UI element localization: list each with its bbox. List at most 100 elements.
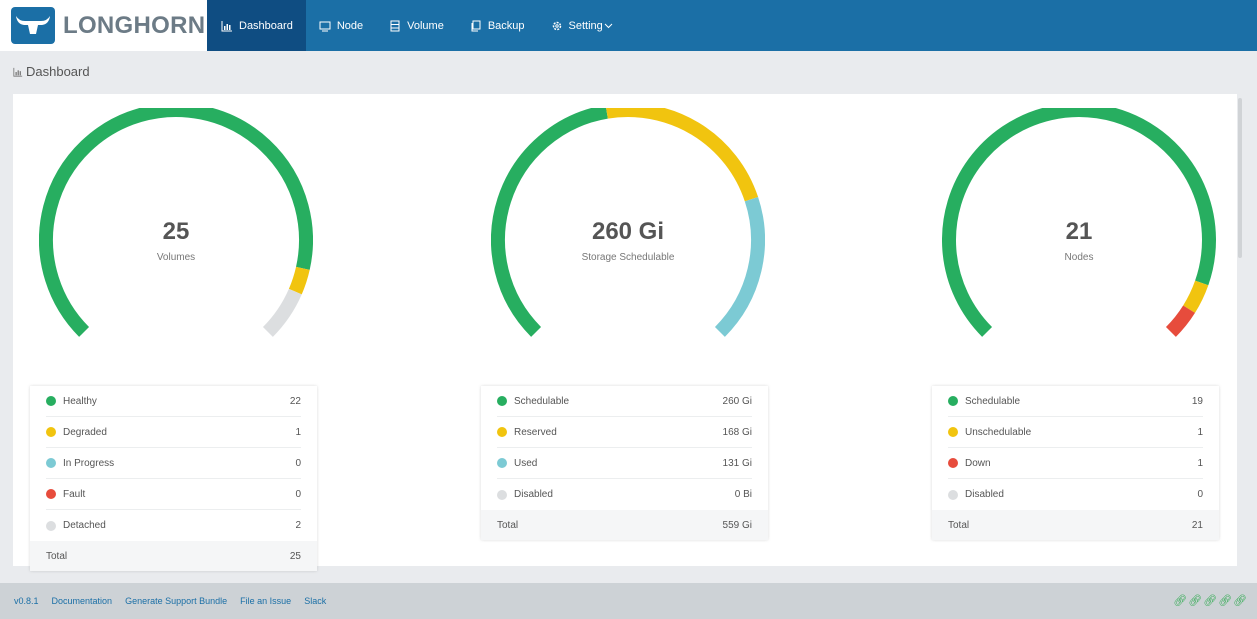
legend-row-disabled[interactable]: Disabled 0 Bi [497,479,752,510]
legend-value: 22 [289,395,301,407]
documentation-link[interactable]: Documentation [51,596,113,606]
nav-setting[interactable]: Setting [538,0,626,51]
gauge-segment [39,108,313,337]
legend-row-reserved[interactable]: Reserved 168 Gi [497,417,752,448]
nav-dashboard[interactable]: Dashboard [207,0,306,51]
page-title: Dashboard [13,64,90,79]
legend-row-fault[interactable]: Fault 0 [46,479,301,510]
nodes-gauge[interactable]: 21 Nodes [942,108,1216,348]
slack-link[interactable]: Slack [304,596,327,606]
status-dot [948,427,958,437]
legend-label: Degraded [63,426,107,438]
nav-setting-label: Setting [568,19,603,32]
legend-row-schedulable[interactable]: Schedulable 260 Gi [497,386,752,417]
logo[interactable]: LONGHORN [0,0,207,51]
legend-label: Schedulable [514,395,570,407]
legend-label: Healthy [63,395,97,407]
legend-row-healthy[interactable]: Healthy 22 [46,386,301,417]
gauge-segment [1165,305,1196,337]
chevron-down-icon [604,23,613,29]
version-link[interactable]: v0.8.1 [14,596,39,606]
gauge-segment [288,266,310,295]
nav-node[interactable]: Node [306,0,376,51]
gauge-value: 21 [1065,218,1093,245]
legend-value: 19 [1191,395,1203,407]
legend-value: 2 [295,520,301,531]
legend-total-value: 21 [1191,519,1203,531]
link-icon: 🔗︎ [1233,595,1247,607]
legend-row-in-progress[interactable]: In Progress 0 [46,448,301,479]
legend-label: Fault [63,488,86,500]
gauge-segment [262,288,302,337]
legend-value: 0 Bi [734,489,752,500]
nav-volume-label: Volume [407,19,444,32]
longhorn-logo-icon [11,7,55,44]
legend-label: Down [965,457,991,469]
legend-row-schedulable[interactable]: Schedulable 19 [948,386,1203,417]
app-name: LONGHORN [63,12,206,39]
gauge-segment [606,108,759,202]
file-issue-link[interactable]: File an Issue [240,596,292,606]
legend-value: 1 [1197,457,1203,469]
page-title-text: Dashboard [26,64,90,79]
legend-row-down[interactable]: Down 1 [948,448,1203,479]
legend-label: In Progress [63,457,115,469]
gauge-segment [1183,280,1209,313]
status-dot [46,489,56,499]
support-bundle-link[interactable]: Generate Support Bundle [125,596,228,606]
legend-row-used[interactable]: Used 131 Gi [497,448,752,479]
nav-backup[interactable]: Backup [457,0,538,51]
connection-status: 🔗︎ 🔗︎ 🔗︎ 🔗︎ 🔗︎ [1172,594,1247,607]
legend-total-row: Total 559 Gi [481,510,768,540]
legend-value: 0 [295,457,301,469]
status-dot [497,396,507,406]
legend-total-row: Total 21 [932,510,1219,540]
status-dot [46,458,56,468]
status-dot [948,396,958,406]
legend-total-label: Total [948,519,970,531]
monitor-icon [319,21,331,31]
legend-value: 1 [295,426,301,438]
legend-total-label: Total [46,550,68,562]
legend-value: 168 Gi [722,426,752,438]
legend-value: 0 [295,488,301,500]
legend-label: Reserved [514,426,557,438]
legend-row-detached[interactable]: Detached 2 [46,510,301,541]
status-dot [46,520,56,531]
chart-icon [221,20,232,31]
gauge-label: Storage Schedulable [581,252,675,263]
chart-icon [13,67,23,77]
link-icon: 🔗︎ [1203,595,1218,607]
nav-dashboard-label: Dashboard [239,19,293,32]
gauge-value: 25 [162,218,190,245]
link-icon: 🔗︎ [1188,595,1203,607]
legend-label: Detached [63,520,106,531]
legend-value: 1 [1197,426,1203,438]
nav-volume[interactable]: Volume [376,0,457,51]
status-dot [497,489,507,500]
legend-row-degraded[interactable]: Degraded 1 [46,417,301,448]
link-icon: 🔗︎ [1218,595,1233,607]
legend-row-disabled[interactable]: Disabled 0 [948,479,1203,510]
storage-gauge[interactable]: 260 Gi Storage Schedulable [491,108,765,348]
legend-label: Unschedulable [965,426,1032,438]
legend-label: Disabled [514,489,553,500]
link-icon: 🔗︎ [1173,595,1188,607]
nav-node-label: Node [336,19,364,32]
legend-value: 131 Gi [722,457,752,469]
status-dot [46,396,56,406]
volumes-gauge[interactable]: 25 Volumes [39,108,313,348]
gauge-label: Nodes [1064,252,1094,263]
gauge-label: Volumes [156,252,196,263]
status-dot [497,458,507,468]
status-dot [948,458,958,468]
nodes-legend: Schedulable 19 Unschedulable 1 Down 1 Disab… [932,386,1219,540]
storage-legend: Schedulable 260 Gi Reserved 168 Gi Used 131… [481,386,768,540]
gear-icon [552,21,561,30]
main-nav: Dashboard Node Volume Backup Setting [207,0,626,51]
legend-label: Disabled [965,489,1004,500]
scrollbar[interactable] [1238,98,1242,258]
legend-row-unschedulable[interactable]: Unschedulable 1 [948,417,1203,448]
legend-value: 0 [1197,489,1203,500]
gauge-segment [942,108,1216,337]
